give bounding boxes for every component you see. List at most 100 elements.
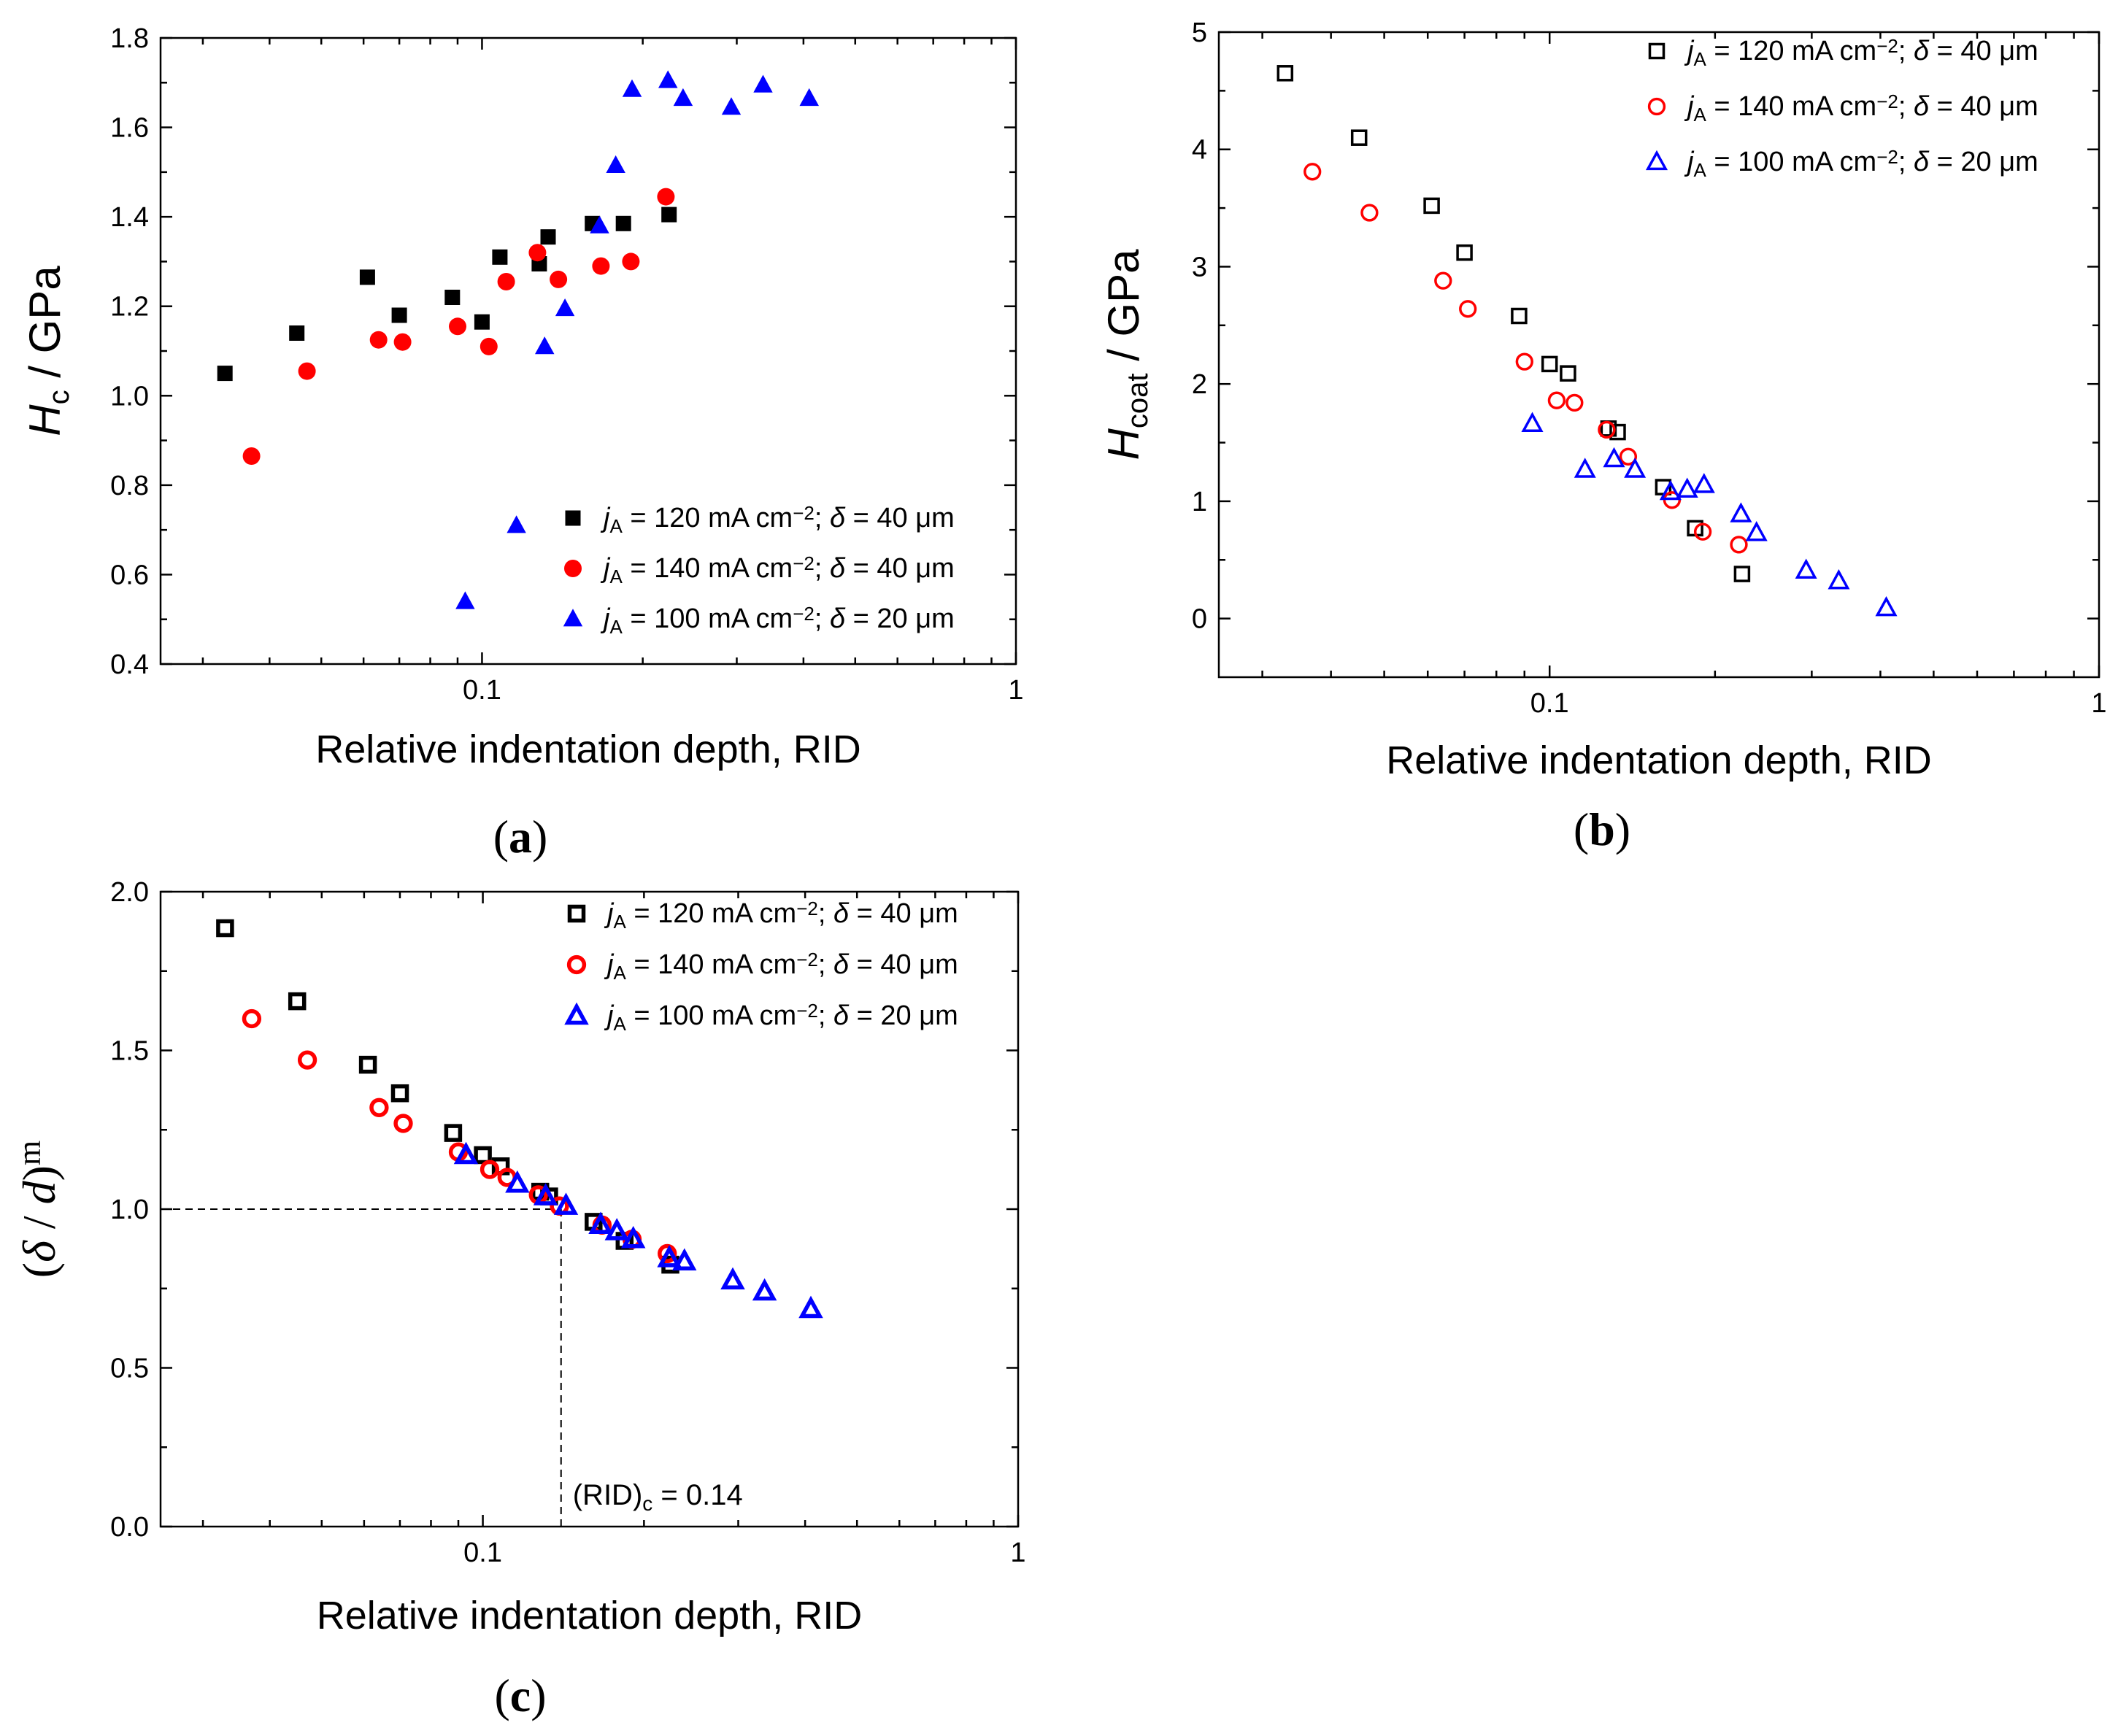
data-point bbox=[799, 88, 819, 107]
data-point bbox=[672, 1248, 697, 1270]
data-point bbox=[216, 919, 234, 938]
data-point bbox=[474, 1146, 492, 1165]
data-point bbox=[1547, 391, 1566, 409]
y-tick-label: 0.4 bbox=[110, 649, 149, 680]
data-point bbox=[657, 188, 675, 206]
data-point bbox=[507, 515, 526, 533]
data-point bbox=[1730, 536, 1748, 554]
data-point bbox=[657, 1245, 682, 1268]
chart-panel-c: 0.1 1 0.0 0.5 1.0 1.5 2.0 jA = 120 mA cm−2; δ =… bbox=[12, 877, 1025, 1721]
data-point bbox=[721, 97, 742, 115]
y-tick-label: 1.5 bbox=[110, 1036, 149, 1067]
x-axis-title: Relative indentation depth, RID bbox=[1386, 738, 1931, 782]
legend-entry: jA = 140 mA cm−2; δ = 40 μm bbox=[600, 552, 955, 587]
x-axis-title: Relative indentation depth, RID bbox=[315, 728, 860, 771]
y-tick-label: 1.6 bbox=[110, 113, 149, 144]
critical-rid-annotation: (RID)c = 0.14 bbox=[573, 1479, 743, 1515]
data-point bbox=[1511, 307, 1528, 325]
data-point bbox=[217, 366, 233, 382]
data-point bbox=[1693, 522, 1712, 541]
y-tick-label: 2.0 bbox=[110, 877, 149, 908]
legend-entry: jA = 140 mA cm−2; δ = 40 μm bbox=[1684, 90, 2038, 126]
data-point bbox=[658, 70, 678, 88]
data-point bbox=[1659, 479, 1682, 501]
y-tick-label: 1.0 bbox=[110, 381, 149, 412]
data-point bbox=[369, 1097, 389, 1117]
data-point bbox=[480, 1160, 500, 1179]
data-point bbox=[449, 317, 466, 336]
data-point bbox=[1648, 42, 1665, 60]
x-axis-title: Relative indentation depth, RID bbox=[317, 1594, 862, 1637]
data-point bbox=[1619, 447, 1638, 466]
panel-label: (c) bbox=[494, 1670, 546, 1721]
data-point bbox=[1566, 393, 1584, 412]
data-point bbox=[606, 155, 625, 173]
chart-panel-a: 0.1 1 0.4 0.6 0.8 1.0 1.2 1.4 1.6 1.8 jA = 120 mA … bbox=[20, 23, 1024, 863]
data-point bbox=[359, 269, 375, 285]
data-point bbox=[550, 270, 568, 288]
data-point bbox=[1733, 566, 1751, 582]
data-point bbox=[1745, 521, 1768, 541]
legend-entry: jA = 120 mA cm−2; δ = 40 μm bbox=[600, 502, 955, 537]
data-point bbox=[289, 325, 305, 341]
data-point bbox=[533, 1183, 558, 1205]
data-point bbox=[480, 337, 498, 355]
panel-label: (a) bbox=[493, 811, 548, 863]
plot-frame bbox=[1217, 31, 2100, 679]
data-point bbox=[658, 1243, 677, 1264]
data-point bbox=[1574, 458, 1596, 478]
data-point bbox=[564, 1002, 589, 1025]
data-point bbox=[1609, 423, 1626, 441]
x-tick-label: 1 bbox=[1010, 1538, 1025, 1568]
data-point bbox=[1276, 65, 1294, 82]
data-point bbox=[393, 1114, 413, 1133]
data-point bbox=[393, 333, 412, 351]
y-tick-label: 0.0 bbox=[110, 1512, 149, 1543]
data-point bbox=[752, 1278, 777, 1301]
data-point bbox=[720, 1267, 745, 1290]
data-point bbox=[1603, 447, 1625, 468]
data-point bbox=[1560, 365, 1576, 382]
y-tick-label: 0.8 bbox=[110, 471, 149, 501]
data-point bbox=[369, 331, 388, 349]
legend: jA = 120 mA cm−2; δ = 40 μm jA = 140 mA c… bbox=[563, 502, 955, 638]
y-tick-label: 4 bbox=[1192, 135, 1207, 166]
data-point bbox=[1663, 491, 1682, 509]
data-point bbox=[622, 79, 642, 97]
data-point bbox=[620, 1225, 646, 1249]
data-point bbox=[297, 1050, 317, 1070]
data-point bbox=[588, 1211, 613, 1234]
data-point bbox=[1350, 129, 1368, 146]
data-point bbox=[564, 560, 582, 577]
data-point bbox=[1676, 477, 1698, 498]
data-point bbox=[1645, 150, 1668, 171]
data-point bbox=[673, 88, 693, 107]
y-axis-title: Hcoat / GPa bbox=[1099, 249, 1154, 460]
data-point bbox=[288, 992, 307, 1011]
data-point bbox=[1459, 300, 1477, 318]
data-point bbox=[1795, 558, 1817, 579]
data-point bbox=[1875, 595, 1898, 617]
x-tick-label: 0.1 bbox=[1530, 688, 1569, 719]
data-point bbox=[622, 252, 640, 271]
data-point bbox=[566, 954, 587, 975]
x-tick-label: 1 bbox=[2091, 688, 2106, 719]
legend: jA = 120 mA cm−2; δ = 40 μm jA = 140 mA c… bbox=[564, 898, 958, 1035]
data-point bbox=[298, 362, 316, 380]
legend-entry: jA = 100 mA cm−2; δ = 20 μm bbox=[1684, 146, 2038, 181]
data-point bbox=[555, 298, 575, 317]
y-tick-label: 1.2 bbox=[110, 292, 149, 323]
data-point bbox=[1434, 271, 1452, 290]
data-point bbox=[1456, 244, 1473, 261]
legend-entry: jA = 140 mA cm−2; δ = 40 μm bbox=[604, 949, 958, 984]
data-point bbox=[474, 314, 490, 330]
data-point bbox=[444, 290, 461, 305]
data-point bbox=[358, 1055, 377, 1074]
y-tick-label: 0.6 bbox=[110, 560, 149, 590]
data-point bbox=[528, 244, 547, 262]
series-triangle bbox=[455, 70, 819, 609]
y-axis-title: Hc / GPa bbox=[20, 266, 75, 436]
series-circle bbox=[242, 188, 675, 465]
